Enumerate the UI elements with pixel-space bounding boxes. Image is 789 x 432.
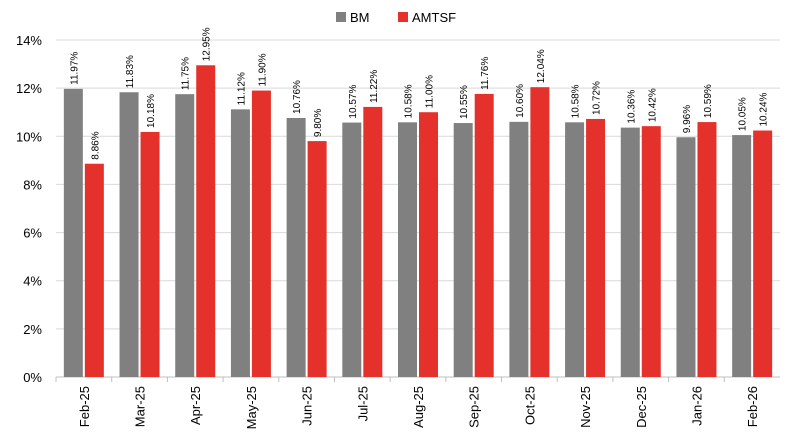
bar-bm-dec-25 bbox=[620, 127, 640, 378]
data-label-bm: 10.05% bbox=[738, 97, 749, 131]
data-label-bm: 10.58% bbox=[404, 84, 415, 118]
data-label-amtsf: 9.80% bbox=[313, 109, 324, 137]
data-label-bm: 11.83% bbox=[125, 55, 136, 88]
x-tick-label: Dec-25 bbox=[634, 386, 649, 428]
bar-bm-apr-25 bbox=[175, 94, 195, 378]
x-tick-label: Oct-25 bbox=[522, 386, 537, 425]
x-tick-label: Feb-25 bbox=[77, 386, 92, 427]
data-label-bm: 11.12% bbox=[236, 72, 247, 105]
bar-amtsf-apr-25 bbox=[196, 65, 216, 378]
x-tick-label: Nov-25 bbox=[578, 386, 593, 428]
x-tick-label: Jul-25 bbox=[355, 386, 370, 421]
x-tick-label: Jan-26 bbox=[689, 386, 704, 426]
bar-bm-nov-25 bbox=[565, 122, 585, 378]
data-label-amtsf: 11.22% bbox=[369, 70, 380, 103]
bar-amtsf-aug-25 bbox=[419, 112, 438, 377]
legend-label-amtsf: AMTSF bbox=[412, 10, 456, 25]
data-label-amtsf: 8.86% bbox=[90, 131, 101, 159]
data-label-amtsf: 10.59% bbox=[703, 84, 714, 118]
bar-amtsf-jun-25 bbox=[307, 141, 327, 377]
y-tick-label: 4% bbox=[23, 274, 42, 289]
y-tick-label: 6% bbox=[23, 226, 42, 241]
bar-amtsf-jan-26 bbox=[697, 122, 717, 377]
data-label-amtsf: 10.24% bbox=[759, 92, 770, 126]
legend-label-bm: BM bbox=[350, 10, 370, 25]
data-label-bm: 10.60% bbox=[515, 84, 526, 118]
y-tick-label: 0% bbox=[23, 370, 42, 385]
bar-amtsf-feb-26 bbox=[753, 130, 773, 377]
data-label-amtsf: 10.42% bbox=[647, 88, 658, 122]
bar-amtsf-sep-25 bbox=[474, 93, 494, 378]
data-label-bm: 10.57% bbox=[348, 85, 359, 119]
bar-amtsf-jul-25 bbox=[363, 106, 383, 377]
data-label-amtsf: 12.04% bbox=[536, 49, 547, 83]
data-label-bm: 10.55% bbox=[459, 85, 470, 119]
bar-amtsf-feb-25 bbox=[84, 163, 104, 377]
y-tick-label: 10% bbox=[16, 129, 42, 144]
x-tick-label: Sep-25 bbox=[467, 386, 482, 428]
data-label-bm: 10.58% bbox=[571, 84, 582, 118]
y-tick-label: 12% bbox=[16, 81, 42, 96]
data-label-bm: 10.76% bbox=[292, 80, 303, 114]
data-label-bm: 9.96% bbox=[682, 105, 693, 133]
bar-amtsf-may-25 bbox=[251, 90, 271, 378]
bar-amtsf-oct-25 bbox=[530, 87, 550, 378]
legend-swatch-amtsf bbox=[398, 12, 408, 22]
data-label-bm: 11.75% bbox=[181, 57, 192, 90]
bar-bm-feb-25 bbox=[63, 88, 83, 378]
bar-amtsf-mar-25 bbox=[140, 131, 160, 377]
axes: 0% 2% 4% 6% 8% 10% 12% 14% Feb-25 Mar-25 Apr-25 May… bbox=[16, 33, 780, 429]
legend: BM AMTSF bbox=[336, 10, 456, 25]
y-tick-label: 8% bbox=[23, 177, 42, 192]
data-label-amtsf: 12.95% bbox=[202, 27, 213, 61]
data-label-amtsf: 11.76% bbox=[480, 57, 491, 90]
bar-bm-aug-25 bbox=[398, 122, 417, 378]
x-tick-label: Mar-25 bbox=[133, 386, 148, 427]
bar-bm-mar-25 bbox=[119, 92, 139, 378]
bar-bm-jul-25 bbox=[342, 122, 362, 377]
legend-swatch-bm bbox=[336, 12, 346, 22]
x-tick-label: Apr-25 bbox=[188, 386, 203, 425]
bar-amtsf-dec-25 bbox=[641, 126, 661, 377]
y-tick-label: 14% bbox=[16, 33, 42, 48]
bar-bm-sep-25 bbox=[453, 123, 473, 378]
gridlines bbox=[56, 39, 780, 330]
data-label-amtsf: 11.00% bbox=[425, 75, 436, 108]
x-tick-label: Aug-25 bbox=[411, 386, 426, 428]
bar-bm-may-25 bbox=[230, 109, 250, 377]
bar-bm-jun-25 bbox=[286, 117, 306, 378]
bar-bm-oct-25 bbox=[509, 121, 529, 377]
data-label-amtsf: 11.90% bbox=[257, 53, 268, 86]
data-labels: 11.97% 8.86% 11.83% 10.18% 11.75% 12.95% 11.12… bbox=[69, 27, 769, 159]
x-tick-label: May-25 bbox=[244, 386, 259, 429]
y-tick-label: 2% bbox=[23, 322, 42, 337]
bars bbox=[63, 65, 773, 378]
bar-amtsf-nov-25 bbox=[586, 118, 606, 377]
data-label-bm: 10.36% bbox=[626, 90, 637, 124]
data-label-amtsf: 10.18% bbox=[146, 94, 157, 128]
x-tick-label: Feb-26 bbox=[745, 386, 760, 427]
bar-bm-feb-26 bbox=[732, 135, 752, 377]
bar-bm-jan-26 bbox=[676, 137, 696, 377]
data-label-amtsf: 10.72% bbox=[592, 81, 603, 115]
x-tick-label: Jun-25 bbox=[300, 386, 315, 426]
data-label-bm: 11.97% bbox=[69, 52, 80, 85]
